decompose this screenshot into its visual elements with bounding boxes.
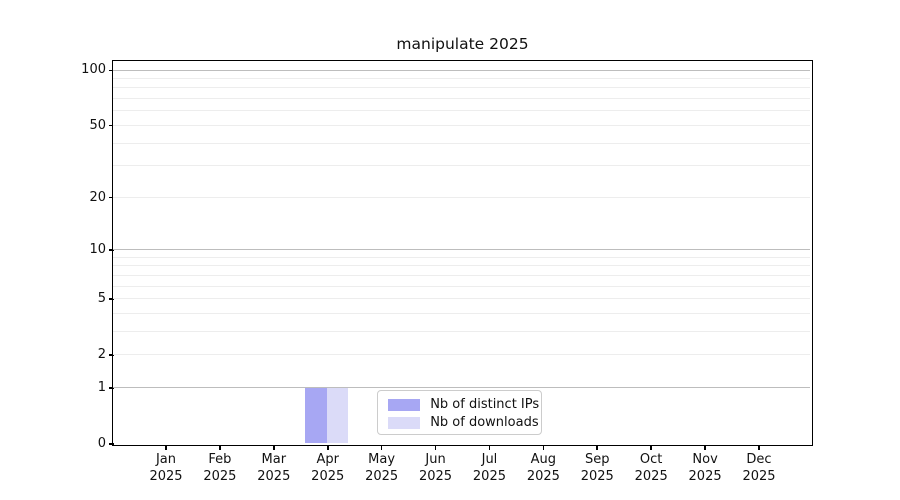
y-gridline-minor (113, 312, 811, 314)
x-tick-label: Jun 2025 (418, 452, 453, 484)
y-tick-label: 100 (81, 62, 106, 78)
x-tick-mark (273, 445, 275, 451)
y-gridline-minor (113, 165, 811, 167)
x-tick-label: Feb 2025 (203, 452, 237, 484)
y-gridline-minor (113, 298, 811, 300)
y-tick-mark (108, 387, 114, 389)
x-tick-mark (219, 445, 221, 451)
plot-area: Nb of distinct IPs Nb of downloads (112, 60, 813, 446)
legend: Nb of distinct IPs Nb of downloads (377, 390, 543, 436)
y-tick-mark (108, 196, 114, 199)
bar-nb-of-distinct-ips (305, 387, 327, 444)
x-tick-label: Dec 2025 (742, 452, 776, 484)
x-tick-mark (650, 445, 652, 451)
y-gridline-minor (113, 354, 811, 356)
y-gridline-major (113, 387, 811, 389)
y-tick-label: 0 (97, 436, 106, 451)
x-tick-mark (434, 445, 437, 451)
x-tick-mark (542, 445, 545, 451)
x-tick-label: Sep 2025 (580, 452, 614, 484)
x-tick-mark (758, 445, 760, 451)
y-gridline-minor (113, 124, 811, 126)
x-tick-label: May 2025 (365, 452, 399, 484)
y-gridline-minor (113, 274, 811, 276)
y-gridline-minor (113, 98, 811, 100)
y-tick-label: 20 (89, 189, 106, 205)
x-tick-mark (165, 445, 167, 451)
y-gridline-minor (113, 196, 811, 198)
x-tick-mark (488, 445, 491, 451)
y-gridline-minor (113, 256, 811, 258)
y-tick-label: 2 (97, 347, 106, 363)
y-tick-mark (108, 69, 114, 72)
y-gridline-minor (113, 265, 811, 267)
x-tick-label: Jul 2025 (472, 452, 506, 484)
y-tick-mark (108, 443, 114, 445)
y-gridline-minor (113, 142, 811, 144)
y-gridline-minor (113, 285, 811, 287)
y-tick-mark (108, 249, 114, 251)
y-tick-mark (108, 124, 114, 127)
y-tick-label: 10 (89, 241, 106, 257)
y-gridline-major (113, 69, 811, 71)
y-tick-label: 5 (97, 290, 106, 306)
x-tick-mark (704, 445, 706, 451)
legend-swatch-distinct-ips (388, 399, 421, 412)
legend-row: Nb of downloads (388, 414, 539, 432)
x-tick-label: Aug 2025 (526, 452, 560, 484)
legend-row: Nb of distinct IPs (388, 396, 539, 414)
x-tick-mark (326, 445, 329, 451)
bar-nb-of-downloads (326, 387, 349, 444)
legend-label-distinct-ips: Nb of distinct IPs (430, 397, 540, 413)
y-tick-mark (108, 354, 114, 356)
x-tick-label: Jan 2025 (149, 452, 183, 484)
x-tick-label: Mar 2025 (257, 452, 291, 484)
plot-inner: Nb of distinct IPs Nb of downloads (113, 61, 811, 444)
x-tick-mark (596, 445, 599, 451)
x-tick-mark (380, 445, 383, 451)
y-tick-label: 1 (97, 379, 106, 395)
x-tick-label: Nov 2025 (688, 452, 722, 484)
y-gridline-minor (113, 77, 811, 79)
y-gridline-minor (113, 330, 811, 332)
y-gridline-minor (113, 87, 811, 89)
x-tick-label: Oct 2025 (634, 452, 668, 484)
chart-title: manipulate 2025 (396, 35, 529, 53)
legend-swatch-downloads (388, 417, 421, 430)
y-tick-mark (108, 298, 114, 300)
y-tick-label: 50 (89, 117, 106, 133)
x-tick-label: Apr 2025 (311, 452, 345, 484)
y-gridline-minor (113, 110, 811, 112)
legend-label-downloads: Nb of downloads (430, 415, 539, 431)
y-gridline-major (113, 249, 811, 251)
